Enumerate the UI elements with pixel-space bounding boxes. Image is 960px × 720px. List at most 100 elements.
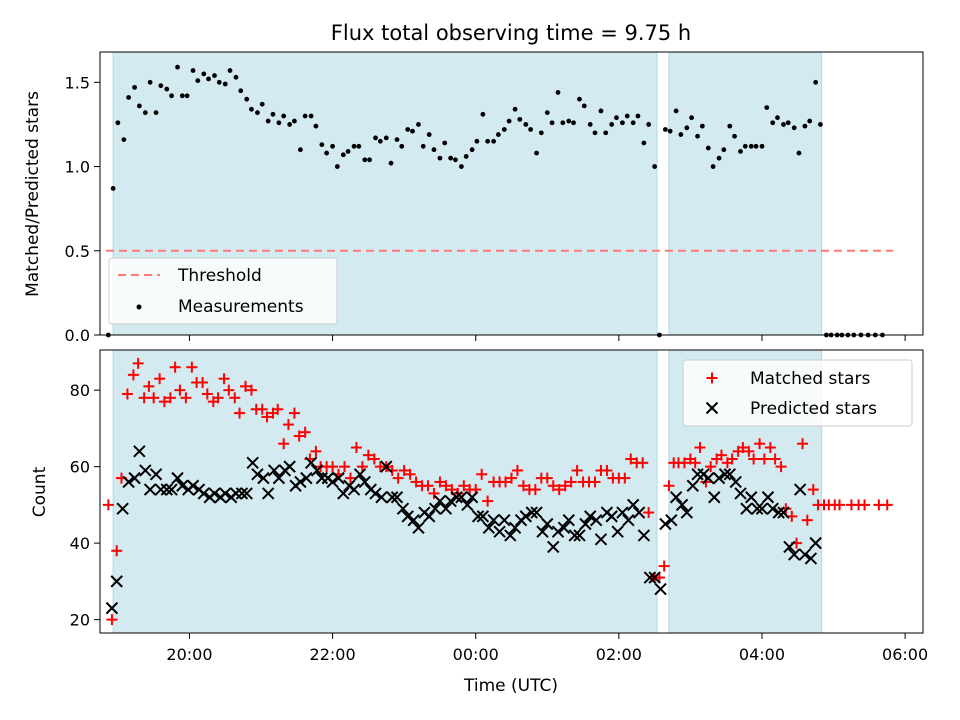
measurement-point: [216, 79, 222, 85]
matched-star-point: [559, 480, 571, 492]
predicted-star-point: [294, 475, 307, 489]
predicted-star-point: [723, 468, 736, 481]
predicted-star-point: [740, 502, 753, 515]
measurement-point: [448, 155, 454, 161]
matched-star-point: [748, 453, 760, 465]
measurement-point: [695, 133, 700, 139]
matched-star-point: [434, 476, 446, 488]
predicted-star-point: [766, 502, 779, 515]
matched-star-point: [807, 484, 819, 496]
measurement-point: [308, 113, 314, 119]
measurement-point: [491, 138, 497, 144]
measurement-point: [699, 123, 705, 129]
predicted-star-point: [708, 491, 721, 504]
matched-star-point: [143, 380, 155, 392]
measurement-point: [813, 79, 819, 85]
matched-star-point: [637, 457, 649, 469]
measurement-point: [292, 118, 297, 124]
predicted-star-point: [783, 540, 796, 554]
predicted-star-point: [568, 529, 581, 542]
matched-star-point: [517, 480, 529, 492]
matched-star-point: [881, 499, 893, 511]
measurement-point: [517, 116, 523, 122]
top-y-tick-label: 0.0: [65, 326, 90, 345]
measurement-point: [555, 90, 561, 95]
predicted-star-point: [240, 487, 253, 500]
predicted-star-point: [450, 491, 463, 504]
predicted-star-point: [626, 498, 640, 512]
bottom-legend-box: [682, 359, 913, 427]
measurement-point: [495, 132, 501, 137]
predicted-star-point: [139, 464, 152, 477]
predicted-star-point: [712, 471, 726, 485]
predicted-star-point: [326, 475, 339, 489]
measurement-point: [748, 143, 754, 149]
x-tick-label: 04:00: [739, 645, 785, 664]
matched-star-point: [643, 507, 655, 519]
matched-star-point: [212, 392, 224, 404]
predicted-star-point: [525, 506, 538, 519]
predicted-star-point: [482, 521, 496, 535]
matched-star-point: [293, 430, 305, 442]
measurement-point: [646, 122, 652, 127]
legend-measurements-label: Measurements: [178, 297, 304, 317]
predicted-star-point: [680, 506, 694, 519]
x-tick-label: 02:00: [596, 645, 642, 664]
measurement-point: [238, 88, 244, 94]
bottom-y-tick-label: 40: [70, 534, 90, 553]
predicted-star-point: [407, 513, 420, 527]
predicted-star-point: [116, 502, 129, 515]
matched-star-point: [619, 472, 631, 484]
predicted-star-point: [584, 510, 597, 523]
measurement-point: [727, 123, 733, 129]
matched-star-point: [368, 453, 380, 465]
matched-star-point: [299, 426, 311, 438]
matched-star-point: [410, 476, 422, 488]
measurement-point: [684, 125, 690, 131]
matched-star-point: [500, 476, 512, 488]
measurement-point: [807, 118, 813, 124]
measurement-point: [544, 110, 550, 116]
measurement-point: [377, 138, 383, 144]
matched-star-point: [859, 499, 871, 511]
predicted-star-point: [304, 456, 318, 470]
x-axis-label: Time (UTC): [463, 676, 558, 696]
measurement-point: [126, 95, 132, 100]
measurement-point: [175, 64, 180, 70]
measurement-point: [244, 96, 250, 102]
predicted-star-point: [519, 510, 533, 523]
predicted-star-point: [579, 517, 592, 531]
matched-star-point: [106, 614, 118, 626]
matched-star-point: [256, 403, 268, 415]
predicted-star-point: [686, 479, 700, 492]
matched-star-point: [482, 495, 494, 507]
predicted-star-point: [267, 464, 281, 477]
top-y-axis-label: Matched/Predicted stars: [23, 91, 43, 297]
matched-star-point: [428, 487, 440, 499]
predicted-star-point: [643, 571, 657, 584]
measurement-point: [463, 154, 469, 159]
matched-star-point: [282, 419, 294, 431]
predicted-star-point: [143, 483, 157, 496]
predicted-star-point: [300, 471, 313, 485]
legend-predicted-marker: [705, 401, 719, 415]
predicted-star-point: [208, 487, 221, 500]
measurement-point: [560, 120, 566, 126]
predicted-star-point: [616, 506, 629, 519]
matched-star-point: [726, 453, 738, 465]
measurement-point: [356, 143, 362, 149]
measurement-point: [373, 135, 378, 141]
measurement-point: [169, 93, 174, 99]
predicted-star-point: [160, 483, 174, 496]
matched-star-point: [272, 403, 284, 415]
matched-star-point: [625, 453, 637, 465]
predicted-star-point: [390, 491, 404, 504]
matched-star-point: [362, 449, 374, 461]
matched-star-point: [201, 388, 213, 400]
measurement-point: [459, 164, 464, 169]
matched-star-point: [678, 457, 690, 469]
measurement-point: [410, 128, 415, 134]
measurement-point: [721, 147, 727, 153]
measurement-point: [222, 81, 228, 87]
predicted-star-point: [751, 502, 764, 515]
